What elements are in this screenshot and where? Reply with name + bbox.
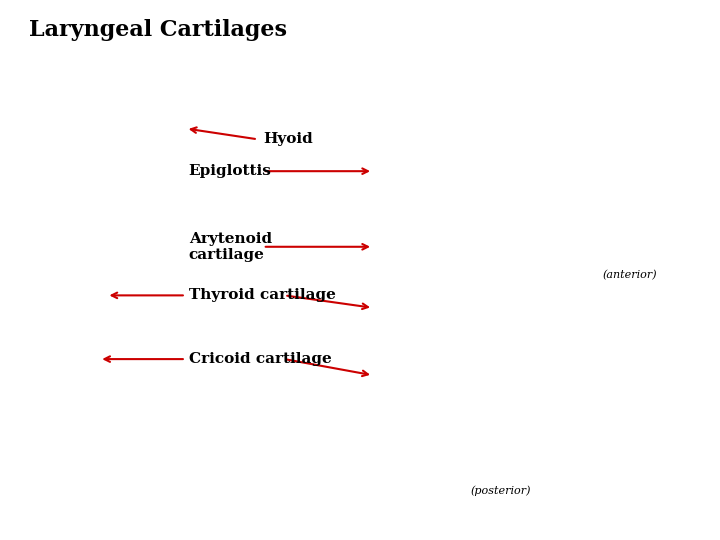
Text: Cricoid cartilage: Cricoid cartilage (189, 352, 331, 366)
Text: cartilage: cartilage (189, 248, 264, 262)
Text: Epiglottis: Epiglottis (189, 164, 271, 178)
Text: Hyoid: Hyoid (263, 132, 312, 146)
Text: Laryngeal Cartilages: Laryngeal Cartilages (29, 19, 287, 41)
Text: Thyroid cartilage: Thyroid cartilage (189, 288, 336, 302)
Text: Arytenoid: Arytenoid (189, 232, 271, 246)
Text: (posterior): (posterior) (470, 485, 531, 496)
Text: (anterior): (anterior) (603, 270, 657, 281)
